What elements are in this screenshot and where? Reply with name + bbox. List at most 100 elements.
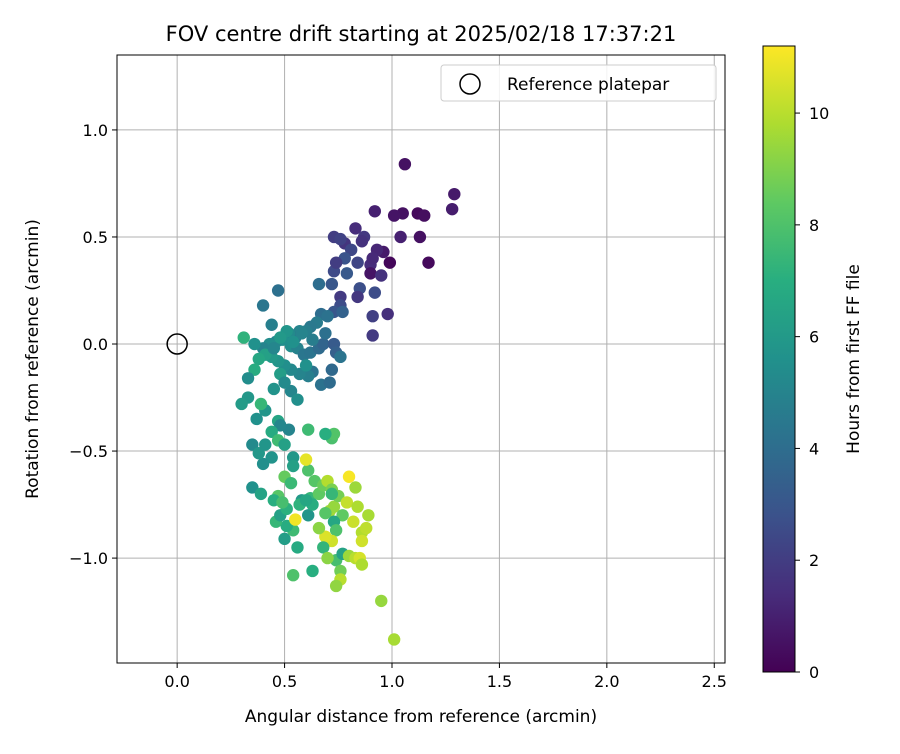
data-point: [302, 464, 315, 477]
data-point: [334, 232, 347, 246]
data-point: [336, 305, 349, 319]
legend-entry-reference-platepar: Reference platepar: [507, 75, 669, 95]
colorbar-tick-label: 0: [809, 663, 819, 682]
x-tick-label: 1.0: [379, 672, 404, 691]
data-point: [355, 534, 369, 548]
data-point: [248, 363, 261, 376]
data-point: [299, 453, 313, 466]
data-point: [394, 230, 407, 244]
data-point: [325, 363, 339, 376]
data-point: [286, 569, 300, 582]
data-point: [413, 230, 427, 244]
legend: Reference platepar: [440, 64, 717, 102]
data-point: [323, 376, 336, 389]
grid: [117, 55, 725, 663]
data-point: [252, 352, 265, 366]
data-point: [321, 309, 334, 323]
colorbar-tick-label: 8: [809, 216, 819, 235]
data-point: [248, 337, 261, 351]
data-point: [278, 532, 291, 546]
data-point: [286, 451, 300, 464]
colorbar-gradient: [762, 45, 796, 673]
data-point: [265, 425, 278, 438]
data-point: [241, 372, 255, 385]
data-point: [259, 438, 272, 451]
y-tick-label: 1.0: [83, 121, 108, 140]
data-point: [254, 397, 268, 411]
data-point: [291, 393, 304, 406]
data-point: [327, 500, 341, 513]
data-point: [284, 476, 298, 490]
data-point: [364, 267, 377, 280]
x-tick-label: 1.5: [487, 672, 512, 691]
data-point: [340, 496, 354, 509]
data-point: [325, 487, 339, 501]
data-point: [334, 350, 347, 364]
data-point: [355, 558, 369, 571]
data-point: [252, 446, 265, 460]
data-point: [302, 423, 315, 436]
data-point: [278, 438, 291, 451]
data-point: [362, 509, 375, 522]
data-point: [368, 286, 382, 299]
data-point: [267, 382, 281, 396]
colorbar: 0 2 4 6 8 10 Hours from first FF file: [762, 45, 864, 682]
data-point: [342, 470, 356, 483]
colorbar-tick-label: 2: [809, 551, 819, 570]
data-point: [280, 519, 293, 533]
data-point: [319, 506, 332, 520]
data-point: [312, 277, 326, 291]
data-point: [286, 335, 300, 349]
data-point: [368, 205, 382, 218]
colorbar-tick-label: 4: [809, 439, 819, 458]
legend-marker-icon: [459, 73, 481, 95]
data-point: [306, 333, 319, 346]
data-point: [306, 564, 319, 578]
data-point: [271, 284, 285, 297]
data-point: [347, 515, 360, 528]
data-point: [265, 451, 278, 464]
data-point: [289, 513, 302, 526]
data-point: [334, 290, 347, 304]
data-point: [383, 256, 397, 269]
x-tick-label: 0.0: [164, 672, 189, 691]
data-point: [398, 157, 412, 171]
data-point: [278, 376, 291, 389]
colorbar-tick-label: 10: [809, 104, 829, 123]
data-point: [299, 494, 313, 507]
data-point: [325, 277, 339, 291]
y-tick-label: 0.5: [83, 228, 108, 247]
chart-title: FOV centre drift starting at 2025/02/18 …: [166, 22, 677, 46]
data-point: [295, 327, 308, 340]
y-tick-label: −0.5: [69, 442, 108, 461]
x-tick-label: 2.0: [594, 672, 619, 691]
data-point: [381, 307, 394, 321]
data-point: [319, 327, 332, 340]
reference-platepar-point: [166, 333, 188, 355]
data-point: [344, 243, 358, 257]
data-point: [291, 541, 304, 554]
data-point: [366, 329, 379, 342]
data-point: [302, 509, 315, 522]
data-point: [387, 633, 401, 646]
reference-marker: [166, 333, 188, 355]
data-point: [235, 397, 248, 411]
x-axis-label: Angular distance from reference (arcmin): [245, 707, 597, 727]
y-tick-label: −1.0: [69, 549, 108, 568]
data-point: [276, 496, 289, 509]
data-point: [319, 530, 332, 543]
data-point: [329, 256, 343, 269]
data-point: [256, 457, 270, 471]
x-tick-label: 2.5: [702, 672, 727, 691]
data-point: [336, 509, 349, 522]
plot-frame: [116, 54, 726, 664]
data-point: [329, 579, 343, 593]
data-point: [351, 290, 364, 304]
data-point: [274, 331, 287, 344]
x-axis-ticks: 0.0 0.5 1.0 1.5 2.0 2.5: [164, 663, 727, 691]
data-point: [355, 235, 369, 248]
data-point: [267, 342, 281, 355]
data-point: [317, 541, 330, 554]
colorbar-tick-label: 6: [809, 328, 819, 347]
data-point: [265, 318, 278, 331]
